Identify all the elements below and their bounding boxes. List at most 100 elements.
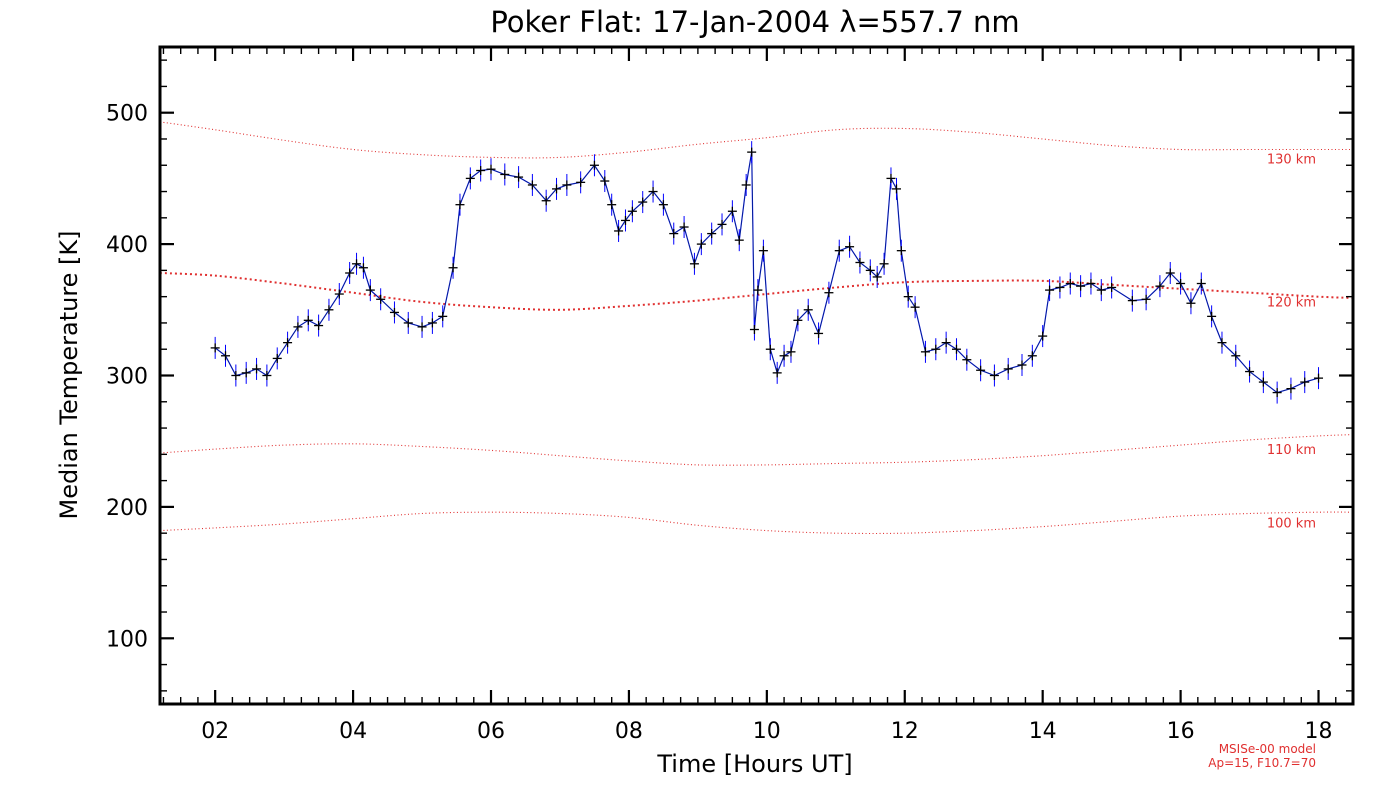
data-point <box>747 141 757 164</box>
data-point <box>779 344 789 367</box>
data-point <box>210 336 220 359</box>
x-tick-label: 08 <box>615 719 643 744</box>
data-point <box>920 340 930 363</box>
data-point <box>758 239 768 262</box>
x-tick-label: 04 <box>339 719 367 744</box>
data-point <box>486 158 496 181</box>
model-note-line-1: MSISe-00 model <box>1219 742 1316 756</box>
data-point <box>576 171 586 194</box>
axis-ticks <box>160 47 1354 704</box>
y-tick-label: 200 <box>106 496 148 521</box>
data-point <box>1017 353 1027 376</box>
data-point <box>727 200 737 223</box>
data-point <box>879 252 889 275</box>
data-point <box>272 347 282 370</box>
data-point <box>872 265 882 288</box>
data-point <box>1065 272 1075 295</box>
data-point <box>910 296 920 319</box>
x-tick-label: 02 <box>201 719 229 744</box>
data-point <box>689 252 699 275</box>
data-point <box>334 283 344 306</box>
data-point <box>1258 371 1268 394</box>
data-point <box>679 216 689 239</box>
data-point <box>589 154 599 177</box>
plot-frame <box>158 45 1355 706</box>
data-point <box>438 305 448 328</box>
data-point <box>638 191 648 214</box>
data-point <box>476 159 486 182</box>
data-point <box>1141 288 1151 311</box>
data-point <box>696 233 706 256</box>
data-point <box>845 235 855 258</box>
model-label-110-km: 110 km <box>1267 443 1316 458</box>
data-point <box>293 315 303 338</box>
data-point <box>262 364 272 387</box>
data-point <box>1196 272 1206 295</box>
data-point <box>707 222 717 245</box>
data-point <box>824 281 834 304</box>
model-curve-110-km <box>159 434 1354 466</box>
data-point <box>324 298 334 321</box>
x-axis-label: Time [Hours UT] <box>656 750 852 778</box>
data-point <box>1045 279 1055 302</box>
data-series <box>210 141 1324 404</box>
data-point <box>376 288 386 311</box>
data-point <box>241 361 251 384</box>
x-tick-label: 06 <box>477 719 505 744</box>
data-point <box>620 209 630 232</box>
data-point <box>465 167 475 190</box>
model-label-130-km: 130 km <box>1267 153 1316 168</box>
data-point <box>1217 331 1227 354</box>
data-point <box>951 338 961 361</box>
data-point <box>1027 344 1037 367</box>
data-point <box>221 344 231 367</box>
data-point <box>753 279 763 302</box>
data-point <box>614 219 624 242</box>
model-curve-labels: 130 km 120 km 110 km 100 km <box>1267 153 1316 532</box>
data-point <box>1165 262 1175 285</box>
data-point <box>1086 272 1096 295</box>
data-point <box>648 180 658 203</box>
model-curve-100-km <box>159 511 1354 535</box>
x-tick-labels: 02 04 06 08 10 12 14 16 18 <box>201 719 1332 744</box>
x-tick-label: 10 <box>753 719 781 744</box>
series-line <box>214 152 1319 394</box>
data-point <box>865 259 875 282</box>
data-point <box>403 311 413 334</box>
data-point <box>741 173 751 196</box>
data-point <box>1038 325 1048 348</box>
x-tick-label: 12 <box>891 719 919 744</box>
data-point <box>896 239 906 262</box>
data-point <box>314 314 324 337</box>
data-point <box>514 166 524 189</box>
data-point <box>903 285 913 308</box>
data-point <box>541 189 551 212</box>
data-point <box>814 322 824 345</box>
model-note-line-2: Ap=15, F10.7=70 <box>1208 756 1316 770</box>
y-tick-label: 300 <box>106 365 148 390</box>
data-point <box>855 251 865 274</box>
model-label-120-km: 120 km <box>1267 296 1316 311</box>
y-tick-label: 100 <box>106 627 148 652</box>
data-point <box>231 364 241 387</box>
data-point <box>1155 275 1165 298</box>
data-point <box>1176 272 1186 295</box>
data-point <box>931 338 941 361</box>
data-point <box>1096 279 1106 302</box>
data-point <box>1286 377 1296 400</box>
data-point <box>427 311 437 334</box>
data-point <box>1003 357 1013 380</box>
data-point <box>1272 381 1282 404</box>
data-point <box>886 167 896 190</box>
y-tick-label: 500 <box>106 102 148 127</box>
data-point <box>803 298 813 321</box>
data-point <box>976 359 986 382</box>
y-tick-label: 400 <box>106 233 148 258</box>
data-point <box>607 193 617 216</box>
data-point <box>1107 276 1117 299</box>
data-point <box>891 177 901 200</box>
data-point <box>627 200 637 223</box>
data-point <box>283 331 293 354</box>
data-point <box>749 318 759 341</box>
